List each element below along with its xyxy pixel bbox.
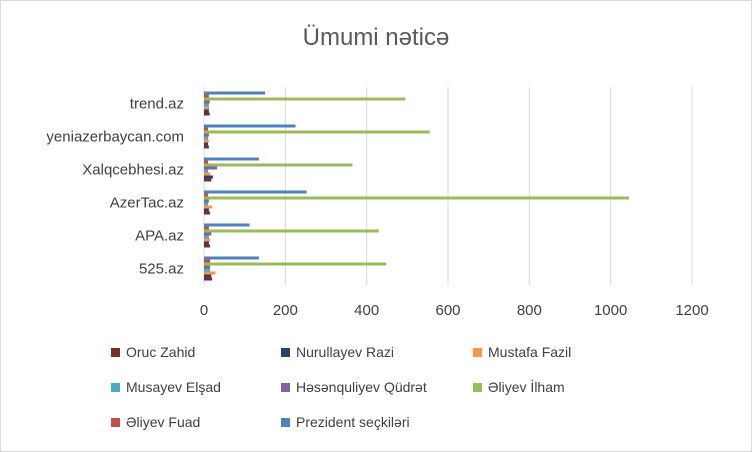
- category-label: 525.az: [139, 261, 184, 278]
- bar: [204, 94, 209, 98]
- bar: [204, 142, 209, 146]
- bar: [204, 205, 213, 209]
- bar: [204, 106, 210, 110]
- legend-swatch: [473, 383, 482, 392]
- legend-item: Mustafa Fazil: [473, 344, 571, 360]
- bar: [204, 157, 259, 161]
- bar: [204, 145, 209, 149]
- x-tick-label: 600: [435, 302, 460, 319]
- bar: [204, 238, 211, 242]
- bar: [204, 223, 250, 227]
- bar: [204, 241, 209, 245]
- legend-swatch: [111, 348, 120, 357]
- x-tick-label: 400: [354, 302, 379, 319]
- bar: [204, 100, 210, 104]
- chart-title: Ümumi nəticə: [303, 24, 450, 51]
- bar: [204, 208, 209, 212]
- bar: [204, 202, 209, 206]
- bar: [204, 259, 211, 263]
- bar: [204, 232, 212, 236]
- legend-swatch: [111, 418, 120, 427]
- bar: [204, 199, 209, 203]
- legend-item: Əliyev İlham: [473, 378, 565, 395]
- bar: [204, 226, 209, 230]
- gridlines: [203, 87, 693, 285]
- bar: [204, 265, 211, 269]
- x-tick-label: 200: [273, 302, 298, 319]
- bar: [204, 97, 406, 101]
- bars: [204, 91, 629, 281]
- x-tick-label: 0: [200, 302, 208, 319]
- bar: [204, 160, 209, 164]
- category-label: yeniazerbaycan.com: [46, 129, 184, 146]
- bar: [204, 190, 307, 194]
- bar: [204, 130, 430, 134]
- bar: [204, 163, 353, 167]
- x-tick-label: 800: [517, 302, 542, 319]
- legend-label: Prezident seçkiləri: [296, 414, 410, 430]
- legend-label: Musayev Elşad: [126, 379, 221, 395]
- bar: [204, 172, 211, 176]
- bar: [204, 175, 213, 179]
- legend-label: Əliyev İlham: [488, 378, 565, 395]
- category-label: AzerTac.az: [110, 195, 184, 212]
- legend-label: Oruc Zahid: [126, 344, 195, 360]
- legend-label: Əliyev Fuad: [126, 414, 200, 430]
- bar: [204, 244, 211, 248]
- legend-swatch: [473, 348, 482, 357]
- legend-item: Nurullayev Razi: [281, 344, 394, 360]
- category-label: Xalqcebhesi.az: [82, 162, 184, 179]
- bar: [204, 109, 209, 113]
- x-tick-label: 1200: [675, 302, 708, 319]
- category-label: trend.az: [130, 96, 184, 113]
- legend-label: Həsənquliyev Qüdrət: [296, 379, 427, 395]
- bar: [204, 235, 209, 239]
- legend-swatch: [281, 348, 290, 357]
- category-label: APA.az: [135, 228, 184, 245]
- bar: [204, 196, 629, 200]
- bar: [204, 268, 211, 272]
- x-axis-tick-labels: 0 200 400 600 800 1000 1200: [200, 302, 709, 319]
- legend-swatch: [281, 383, 290, 392]
- legend-item: Prezident seçkiləri: [281, 414, 410, 430]
- legend-item: Musayev Elşad: [111, 379, 221, 395]
- bar: [204, 133, 209, 137]
- bar: [204, 277, 213, 281]
- legend: Oruc Zahid Nurullayev Razi Mustafa Fazil Mu…: [111, 344, 571, 430]
- bar: [204, 166, 218, 170]
- bar: [204, 124, 296, 128]
- bar: [204, 262, 387, 266]
- legend-item: Həsənquliyev Qüdrət: [281, 379, 427, 395]
- bar: [204, 274, 212, 278]
- legend-swatch: [281, 418, 290, 427]
- bar: [204, 136, 209, 140]
- bar: [204, 169, 209, 173]
- bar: [204, 91, 265, 95]
- legend-item: Əliyev Fuad: [111, 414, 200, 430]
- legend-swatch: [111, 383, 120, 392]
- bar: [204, 139, 209, 143]
- category-labels: 525.az APA.az AzerTac.az Xalqcebhesi.az yeni…: [46, 96, 184, 278]
- bar: [204, 271, 216, 275]
- x-tick-label: 1000: [594, 302, 627, 319]
- legend-label: Nurullayev Razi: [296, 344, 394, 360]
- bar: [204, 211, 211, 215]
- bar: [204, 229, 379, 233]
- bar: [204, 112, 210, 116]
- legend-label: Mustafa Fazil: [488, 344, 571, 360]
- bar: [204, 256, 259, 260]
- legend-item: Oruc Zahid: [111, 344, 195, 360]
- bar: [204, 193, 209, 197]
- bar: [204, 127, 209, 131]
- bar: [204, 178, 212, 182]
- bar: [204, 103, 209, 107]
